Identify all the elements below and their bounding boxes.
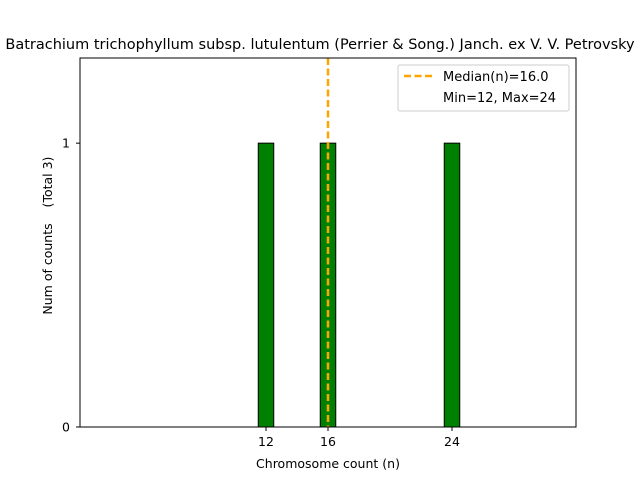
axes-frame: [79, 57, 577, 428]
y-axis-label: Num of counts: [40, 223, 55, 314]
legend-median-text: Median(n)=16.0: [443, 70, 549, 85]
bar-n-24: [443, 142, 461, 428]
y-tick-label-0: 0: [62, 420, 70, 435]
legend-box: [397, 64, 570, 112]
bar-n-12: [257, 142, 275, 428]
x-tick-label-16: 16: [320, 434, 336, 449]
plot-area: 12 16 24 0 1: [62, 58, 507, 449]
y-axis-total-label: (Total 3): [40, 157, 55, 208]
legend-minmax-text: Min=12, Max=24: [443, 91, 556, 106]
y-tick-label-1: 1: [62, 136, 70, 151]
chart-title: Batrachium trichophyllum subsp. lutulent…: [5, 37, 635, 53]
x-tick-label-12: 12: [258, 434, 274, 449]
x-tick-label-24: 24: [444, 434, 460, 449]
x-axis-label: Chromosome count (n): [256, 456, 400, 471]
y-axis-label-group: Num of counts (Total 3): [40, 157, 55, 315]
legend: Median(n)=16.0 Min=12, Max=24: [397, 64, 570, 112]
